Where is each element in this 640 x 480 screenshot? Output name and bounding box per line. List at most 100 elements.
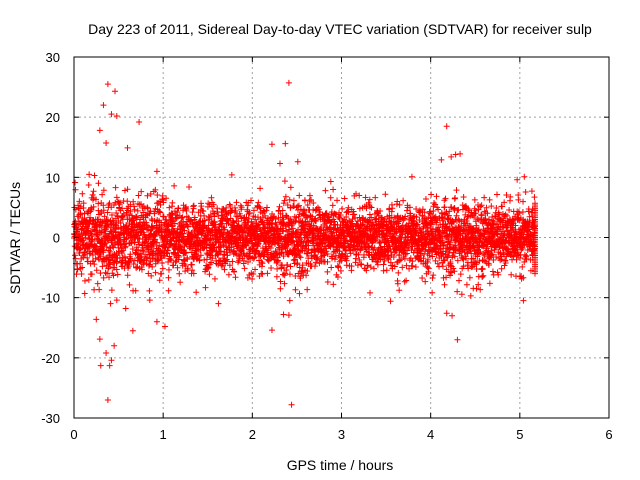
data-point: [169, 199, 176, 206]
data-point: [104, 221, 111, 228]
data-point: [486, 196, 493, 203]
data-point: [91, 286, 98, 293]
data-point: [296, 290, 303, 297]
data-point: [99, 263, 106, 270]
data-point: [113, 266, 120, 273]
data-point: [159, 265, 166, 272]
data-point: [94, 233, 101, 240]
data-point: [74, 266, 81, 273]
data-point: [343, 262, 350, 269]
data-point: [87, 208, 94, 215]
data-point: [114, 213, 121, 220]
data-point: [282, 140, 289, 147]
data-point: [106, 362, 113, 369]
data-point: [114, 271, 121, 278]
data-point: [130, 260, 137, 267]
data-point: [112, 184, 119, 191]
data-point: [96, 127, 103, 134]
data-point: [103, 350, 110, 357]
data-point: [190, 202, 197, 209]
data-point: [202, 284, 209, 291]
data-point: [268, 141, 275, 148]
data-point: [127, 251, 134, 258]
data-point: [77, 211, 84, 218]
data-point: [127, 240, 134, 247]
data-point: [113, 112, 120, 119]
data-point: [452, 194, 459, 201]
data-point: [441, 281, 448, 288]
data-point: [137, 250, 144, 257]
data-point: [79, 190, 86, 197]
data-point: [286, 297, 293, 304]
data-point: [454, 336, 461, 343]
data-point: [143, 219, 150, 226]
data-point: [169, 217, 176, 224]
data-point: [100, 102, 107, 109]
data-point: [122, 243, 129, 250]
data-point: [124, 186, 131, 193]
y-tick-label: 10: [46, 170, 60, 185]
data-point: [301, 197, 308, 204]
data-point: [453, 187, 460, 194]
data-point: [92, 255, 99, 262]
data-point: [457, 271, 464, 278]
data-point: [366, 211, 373, 218]
data-point: [288, 401, 295, 408]
data-point: [156, 242, 163, 249]
data-point: [82, 234, 89, 241]
data-point: [400, 197, 407, 204]
data-point: [122, 254, 129, 261]
data-point: [153, 168, 160, 175]
data-point: [86, 171, 93, 178]
data-point: [122, 305, 129, 312]
data-point: [290, 197, 297, 204]
data-point: [129, 245, 136, 252]
data-point: [95, 207, 102, 214]
data-points: [71, 79, 538, 408]
data-point: [91, 172, 98, 179]
data-point: [80, 200, 87, 207]
data-point: [103, 140, 110, 147]
data-point: [506, 207, 513, 214]
x-tick-label: 6: [605, 427, 612, 442]
data-point: [265, 257, 272, 264]
data-point: [211, 275, 218, 282]
data-point: [99, 191, 106, 198]
data-point: [322, 187, 329, 194]
data-point: [281, 178, 288, 185]
data-point: [277, 285, 284, 292]
data-point: [232, 274, 239, 281]
data-point: [140, 261, 147, 268]
data-point: [162, 235, 169, 242]
data-point: [289, 225, 296, 232]
data-point: [276, 160, 283, 167]
data-point: [370, 265, 377, 272]
data-point: [249, 276, 256, 283]
data-point: [276, 203, 283, 210]
data-point: [131, 203, 138, 210]
data-point: [394, 280, 401, 287]
data-point: [80, 254, 87, 261]
data-point: [144, 205, 151, 212]
data-point: [531, 194, 538, 201]
data-point: [146, 287, 153, 294]
data-point: [106, 200, 113, 207]
data-point: [449, 312, 456, 319]
data-point: [106, 274, 113, 281]
data-point: [126, 259, 133, 266]
data-point: [160, 213, 167, 220]
data-point: [113, 194, 120, 201]
data-point: [85, 276, 92, 283]
data-point: [387, 298, 394, 305]
data-point: [81, 290, 88, 297]
data-point: [93, 316, 100, 323]
data-point: [88, 271, 95, 278]
data-point: [215, 300, 222, 307]
data-point: [167, 256, 174, 263]
data-point: [95, 256, 102, 263]
data-point: [72, 186, 79, 193]
data-point: [94, 280, 101, 287]
data-point: [123, 235, 130, 242]
data-point: [110, 272, 117, 279]
data-point: [78, 226, 85, 233]
